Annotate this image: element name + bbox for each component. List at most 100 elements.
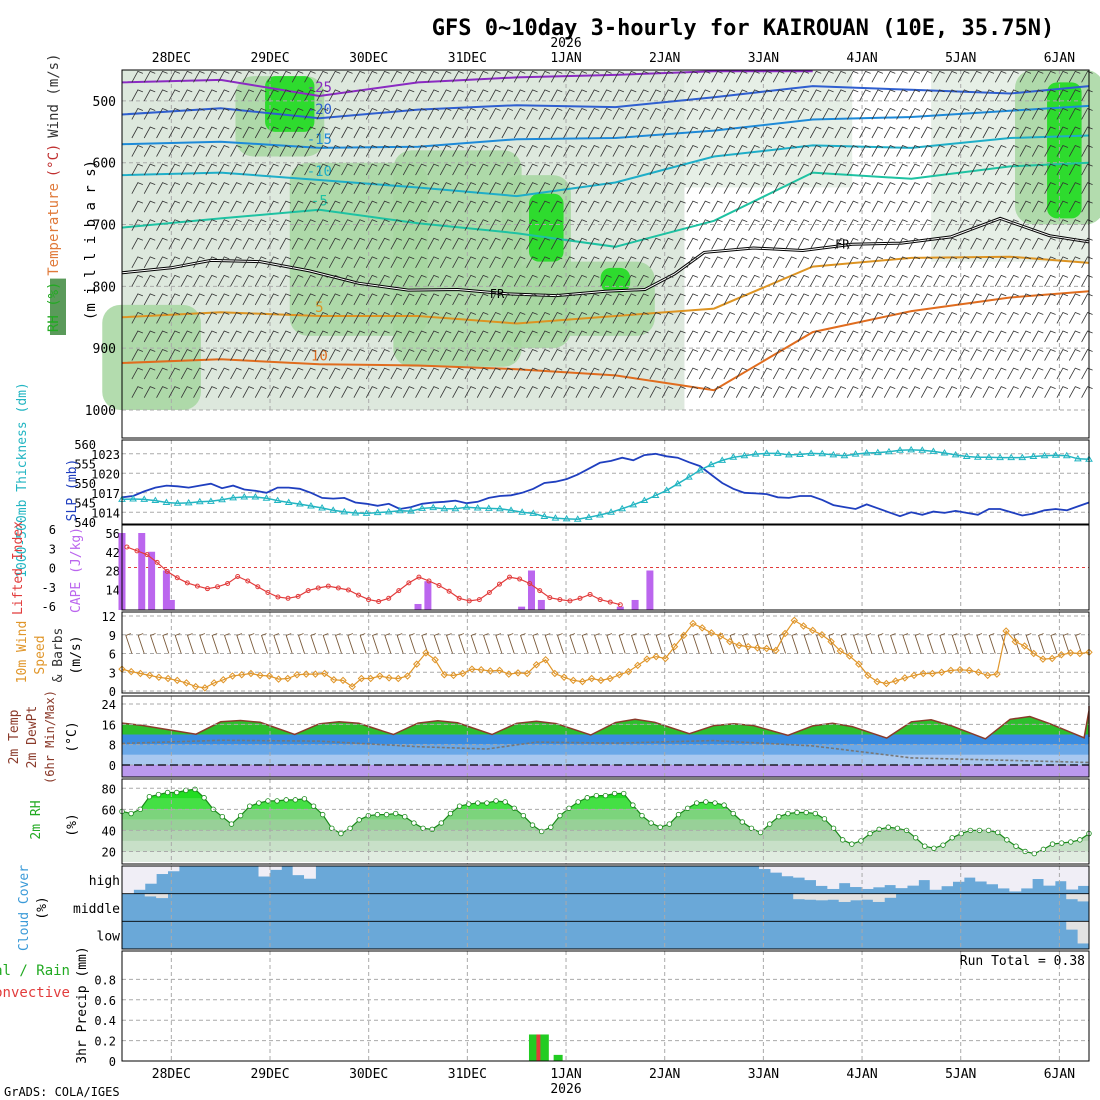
rh-point [1013,843,1019,849]
wind-barb [871,107,884,120]
wind-barb [279,163,292,176]
wind-barb [304,367,316,380]
wind-barb [896,367,908,380]
wind-barb [501,349,514,361]
wind-barb [822,219,834,231]
wind-barb [550,107,563,120]
wind-barb [846,107,859,120]
wind-barb [1007,311,1019,324]
wind-speed-point [643,655,651,663]
wind-barb [291,182,304,194]
wind-barb [550,386,563,398]
wind-barb [248,633,256,654]
wind-barb [834,89,847,102]
wind-barb [316,70,329,83]
wind-barb [834,237,847,250]
rh-point [310,803,317,809]
wind-barb [316,126,329,139]
wind-barb [760,237,773,250]
cloud-gap [815,893,828,901]
wind-barb [365,256,378,269]
wind-barb [217,126,230,139]
wind-barb [809,367,822,380]
wind-barb [735,163,748,176]
wind-barb [205,163,218,176]
wind-speed-point [698,624,706,632]
thickness-point [862,448,871,456]
wind-barb [526,274,538,287]
wind-barb [544,633,552,654]
rh-point [174,789,180,796]
wind-barb [661,386,674,398]
wind-barb [230,163,242,176]
wind-barb [279,89,292,102]
rh-tick-label: 20 [102,845,116,859]
cloud-axis-label: (%) [35,896,50,919]
wind-barb [1044,330,1056,343]
wind-barb [205,367,218,380]
wind-barb [217,237,230,250]
wind-speed-point [993,670,1001,678]
wind-axis-label: 10m Wind [15,621,30,684]
wind-barb [143,293,156,306]
wind-barb [624,349,637,361]
wind-barb [507,633,515,654]
wind-barb [871,145,884,157]
wind-barb [711,386,723,398]
wind-barb [1019,237,1032,250]
wind-barb [1031,386,1044,398]
panel-frame [121,439,1090,525]
wind-barb [587,219,600,231]
wind-barb [452,349,464,361]
wind-barb [1031,145,1044,157]
wind-barb [242,182,255,194]
wind-barb [464,237,477,250]
wind-barb [476,200,489,213]
rh-point [493,798,499,804]
wind-barb [711,182,723,194]
wind-barb [920,200,933,213]
wind-barb [254,89,267,102]
wind-barb [254,182,267,194]
wind-barb [353,89,366,102]
thickness-point [584,513,593,520]
wind-barb [902,633,910,654]
wind-barb [1068,219,1081,231]
wind-barb [846,219,859,231]
rh-point [475,800,481,806]
thickness-point [207,497,215,504]
wind-barb [896,349,908,361]
thickness-point [418,504,426,511]
panel-frame [121,69,1090,439]
wind-barb [304,349,316,361]
wind-barb [180,89,193,102]
wind-barb [933,163,945,176]
rh-point [319,811,326,818]
cloud-gap [1077,893,1090,902]
thickness-point [573,515,582,522]
wind-barb [797,163,810,176]
wind-barb [415,182,427,194]
freezing-level-label: FR [835,237,850,251]
wind-barb [637,70,649,83]
thickness-point [796,450,804,458]
wind-barb [291,349,304,361]
wind-barb [254,349,267,361]
date-tick-label: 6JAN [1044,1067,1075,1082]
wind-barb [600,219,612,231]
wind-barb [600,274,612,287]
wind-barb [587,311,600,324]
wind-speed-point [228,672,237,680]
wind-barb [587,274,600,287]
isotherm-line [121,290,1090,392]
lifted-index-point [235,573,241,579]
rh-band [122,819,1089,831]
wind-barb [316,367,329,380]
wind-barb [1044,237,1056,250]
wind-barb [822,367,834,380]
rh-point [785,810,791,817]
wind-barb [452,107,464,120]
wind-barb [920,219,933,231]
wind-barb [945,219,958,231]
wind-barb [994,237,1007,250]
